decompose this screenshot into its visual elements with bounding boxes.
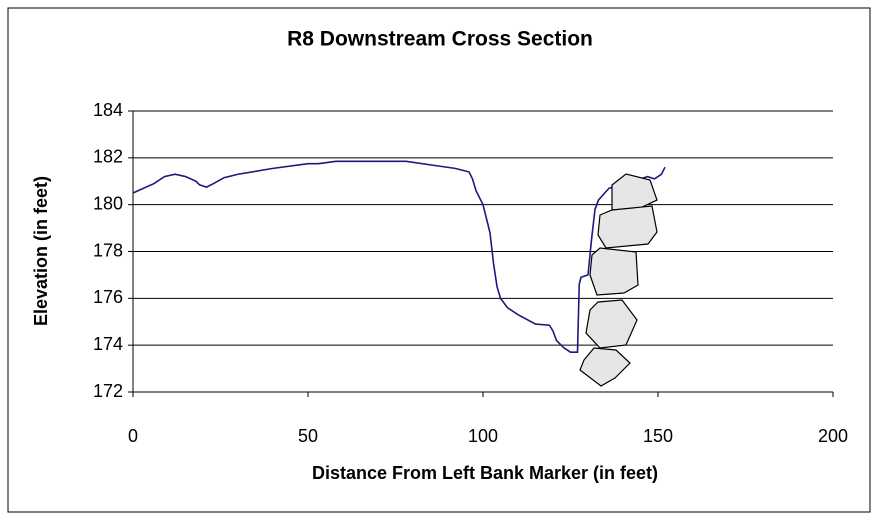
y-tick-label: 176: [93, 287, 123, 307]
y-tick-label: 172: [93, 381, 123, 401]
stone: [590, 248, 638, 295]
y-tick-label: 174: [93, 334, 123, 354]
x-tick-label: 50: [298, 426, 318, 446]
x-tick-label: 100: [468, 426, 498, 446]
y-axis-label: Elevation (in feet): [31, 176, 51, 326]
chart-title: R8 Downstream Cross Section: [287, 28, 593, 51]
y-tick-label: 182: [93, 147, 123, 167]
y-tick-label: 180: [93, 193, 123, 213]
x-tick-label: 200: [818, 426, 848, 446]
y-tick-label: 178: [93, 240, 123, 260]
y-tick-label: 184: [93, 100, 123, 120]
x-tick-label: 150: [643, 426, 673, 446]
x-tick-label: 0: [128, 426, 138, 446]
x-axis-label: Distance From Left Bank Marker (in feet): [312, 463, 658, 483]
chart: R8 Downstream Cross Section Distance Fro…: [0, 0, 878, 520]
stone: [598, 206, 657, 248]
